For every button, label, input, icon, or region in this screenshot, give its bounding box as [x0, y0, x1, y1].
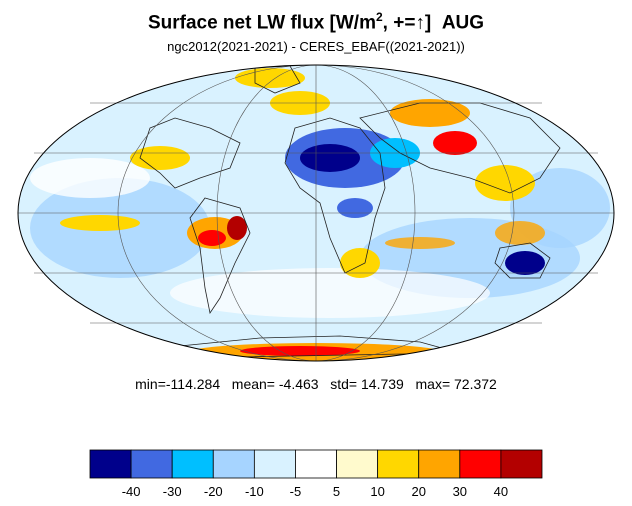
- colorbar-box: [89, 449, 132, 479]
- colorbar-boxes: [89, 449, 543, 479]
- title-main: Surface net LW flux [W/m: [147, 12, 376, 34]
- colorbar-tick-label: 30: [453, 484, 467, 499]
- title-superscript: 2: [375, 10, 383, 24]
- colorbar-tick-label: -40: [122, 484, 141, 499]
- colorbar-box: [418, 449, 461, 479]
- title-close: ]: [424, 12, 432, 34]
- colorbar-box: [377, 449, 420, 479]
- colorbar-box: [295, 449, 337, 479]
- colorbar-box: [171, 449, 214, 479]
- stats-max: 72.372: [454, 376, 497, 392]
- colorbar-tick-label: -5: [290, 484, 302, 499]
- map-subtitle: ngc2012(2021-2021) - CERES_EBAF((2021-20…: [167, 39, 465, 54]
- stats-line: min=-114.284 mean= -4.463 std= 14.739 ma…: [0, 376, 632, 392]
- title-rest: , +=: [382, 12, 416, 34]
- colorbar-box: [253, 449, 296, 479]
- map-title: Surface net LW flux [W/m2, +=↑] AUG: [0, 10, 632, 34]
- title-month: AUG: [441, 12, 485, 34]
- mollweide-map: [17, 64, 615, 362]
- colorbar-tick-label: -10: [245, 484, 264, 499]
- stats-mean: -4.463: [278, 376, 319, 392]
- colorbar-box: [500, 449, 543, 479]
- colorbar-box: [336, 449, 379, 479]
- colorbar-tick-label: -20: [204, 484, 223, 499]
- stats-std: 14.739: [361, 376, 404, 392]
- map-outline: [17, 64, 615, 362]
- graticule: [18, 64, 614, 362]
- stats-std-label: std=: [330, 376, 358, 392]
- stats-min: -114.284: [165, 376, 221, 392]
- stats-min-label: min=: [135, 376, 166, 392]
- up-arrow-icon: ↑: [415, 12, 425, 34]
- stats-max-label: max=: [415, 376, 451, 392]
- colorbar: -40 -30 -20 -10 -5 5 10 20 30 40: [89, 449, 543, 499]
- field-anomalies: [30, 68, 610, 361]
- colorbar-box: [459, 449, 502, 479]
- colorbar-tick-label: 40: [494, 484, 508, 499]
- colorbar-box: [130, 449, 173, 479]
- colorbar-tick-label: 10: [370, 484, 384, 499]
- colorbar-tick-label: 20: [411, 484, 425, 499]
- colorbar-tick-label: -30: [163, 484, 182, 499]
- colorbar-tick-label: 5: [333, 484, 340, 499]
- colorbar-box: [212, 449, 255, 479]
- stats-mean-label: mean=: [231, 376, 275, 392]
- colorbar-ticks: -40 -30 -20 -10 -5 5 10 20 30 40: [122, 484, 508, 499]
